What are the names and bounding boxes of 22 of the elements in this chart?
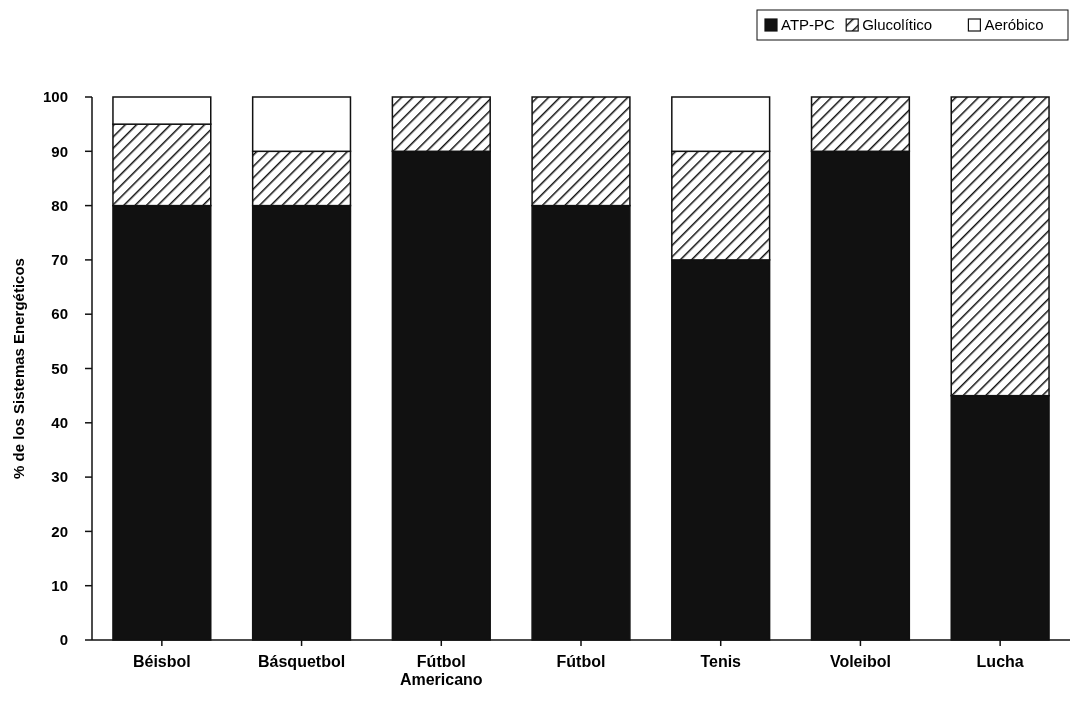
y-tick-label: 100: [42, 88, 68, 106]
legend-label: Glucolítico: [862, 16, 933, 33]
y-tick-label: 10: [51, 576, 68, 594]
y-axis-title: % de los Sistemas Energéticos: [10, 258, 27, 479]
y-tick-label: 20: [51, 522, 68, 540]
legend-label: ATP-PC: [781, 16, 836, 33]
x-tick-label: Voleibol: [829, 653, 891, 670]
y-tick-label: 80: [51, 196, 68, 214]
y-tick-label: 70: [51, 251, 68, 269]
x-tick-label: Tenis: [700, 653, 742, 670]
legend-label: Aeróbico: [984, 16, 1044, 33]
y-tick-label: 30: [51, 468, 68, 486]
x-tick-label: Fútbol: [556, 653, 606, 670]
y-tick-label: 50: [51, 359, 68, 377]
x-tick-label: Fútbol Americano: [399, 653, 483, 688]
x-tick-label: Béisbol: [132, 653, 191, 670]
x-tick-label: Básquetbol: [258, 653, 346, 670]
y-tick-label: 40: [51, 414, 68, 432]
y-tick-label: 0: [59, 631, 68, 649]
y-tick-label: 90: [51, 142, 68, 160]
x-tick-label: Lucha: [976, 653, 1024, 670]
y-tick-label: 60: [51, 305, 68, 323]
